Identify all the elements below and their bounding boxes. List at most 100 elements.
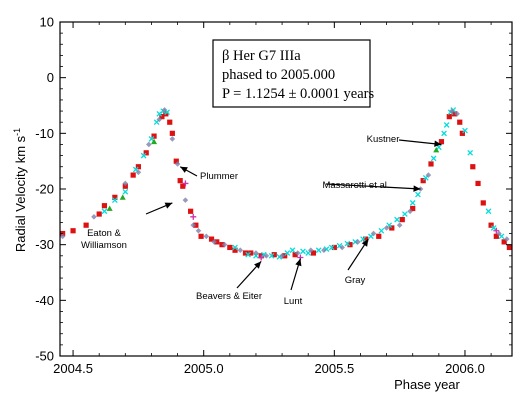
data-point-diamond — [182, 197, 189, 203]
annotation-gray: Gray — [345, 275, 366, 286]
data-point-diamond — [156, 116, 163, 123]
annotation-kustner: Kustner — [367, 134, 400, 145]
data-point-square — [470, 164, 476, 170]
data-point-cross — [430, 155, 437, 162]
annotation-beavers-eiter: Beavers & Eiter — [196, 291, 262, 302]
data-point-square — [446, 114, 452, 120]
data-point-square — [459, 130, 465, 136]
info-line-period: P = 1.1254 ± 0.0001 years — [222, 86, 374, 102]
data-point-cross — [415, 191, 421, 198]
data-point-square — [410, 205, 416, 212]
data-point-square — [331, 244, 337, 251]
data-point-square — [198, 233, 204, 239]
data-point-diamond — [169, 136, 176, 142]
data-point-diamond — [449, 108, 455, 114]
data-point-cross — [289, 247, 296, 254]
x-tick-label: 2004.5 — [53, 361, 93, 376]
annotation-arrow-head — [413, 185, 421, 192]
data-point-diamond — [425, 172, 432, 178]
data-point-square — [177, 178, 183, 184]
y-tick-label: -30 — [35, 237, 54, 252]
data-point-diamond — [91, 214, 97, 220]
data-point-diamond — [321, 247, 327, 254]
y-axis-title: Radial Velocity km s-1 — [12, 128, 28, 252]
data-point-cross — [394, 216, 400, 223]
data-point-square — [83, 222, 89, 228]
x-axis-ticks: 2004.5 2005.0 2005.5 2006.0 — [53, 22, 492, 376]
data-point-square — [428, 161, 434, 167]
data-point-cross — [156, 110, 163, 117]
y-tick-label: 0 — [47, 70, 54, 85]
data-point-square — [501, 239, 507, 245]
data-point-square — [376, 233, 382, 239]
data-point-square — [188, 208, 194, 214]
annotation-arrow-head — [434, 140, 442, 147]
data-point-square — [506, 244, 512, 251]
data-point-diamond — [294, 250, 301, 256]
data-point-plus — [190, 213, 197, 220]
y-tick-label: 10 — [40, 15, 54, 30]
data-point-cross — [284, 250, 291, 256]
data-point-square — [96, 211, 102, 217]
data-point-square — [169, 130, 175, 136]
data-point-square — [475, 180, 481, 187]
data-point-square — [180, 183, 186, 189]
data-point-diamond — [174, 161, 181, 167]
data-point-cross — [101, 208, 108, 215]
info-box — [212, 39, 371, 108]
data-point-square — [457, 119, 463, 125]
data-point-triangle — [151, 138, 158, 145]
data-point-diamond — [263, 253, 270, 259]
data-point-square — [70, 228, 76, 234]
data-point-square — [112, 194, 118, 200]
y-tick-label: -40 — [35, 293, 54, 308]
x-tick-label: 2006.0 — [445, 361, 485, 376]
data-point-diamond — [195, 227, 202, 234]
data-point-cross — [232, 244, 238, 251]
data-point-cross — [443, 122, 450, 128]
data-point-square — [208, 236, 215, 242]
data-point-square — [389, 225, 395, 231]
data-point-square — [292, 252, 298, 258]
info-line-star: β Her G7 IIIa — [222, 48, 301, 64]
y-tick-label: -10 — [35, 126, 54, 141]
annotation-lunt: Lunt — [284, 296, 303, 307]
annotation-arrow-head — [164, 202, 173, 209]
data-point-square — [227, 244, 233, 251]
data-point-cross — [402, 211, 408, 217]
data-point-cross — [140, 152, 147, 159]
info-line-epoch: phased to 2005.000 — [222, 67, 335, 83]
data-point-plus — [182, 180, 189, 187]
data-point-square — [420, 178, 426, 184]
annotation-arrow-head — [295, 258, 302, 267]
y-tick-label: -50 — [35, 349, 54, 364]
data-point-diamond — [407, 208, 413, 215]
data-point-square — [347, 242, 353, 248]
data-point-square — [363, 236, 369, 242]
data-point-diamond — [383, 225, 390, 231]
data-point-square — [101, 203, 108, 209]
data-point-square — [271, 252, 277, 258]
data-point-cross — [409, 200, 416, 206]
annotation-arrows — [145, 139, 442, 291]
data-point-square — [488, 222, 494, 228]
data-point-diamond — [190, 222, 197, 228]
data-point-square — [248, 250, 254, 256]
annotation-arrow-line — [398, 139, 442, 146]
data-point-square — [438, 139, 445, 145]
data-point-diamond — [211, 239, 217, 245]
data-point-square — [151, 133, 157, 139]
data-point-square — [159, 114, 165, 120]
x-tick-label: 2005.0 — [184, 361, 224, 376]
data-point-diamond — [253, 250, 259, 256]
data-point-triangle — [119, 194, 126, 200]
data-point-diamond — [221, 241, 228, 248]
data-point-diamond — [503, 236, 510, 242]
data-point-diamond — [135, 169, 142, 176]
data-point-cross — [112, 197, 118, 203]
annotation-arrow-head — [254, 261, 262, 269]
annotation-arrow-head — [180, 166, 188, 173]
annotation-plummer: Plummer — [200, 171, 238, 182]
data-point-cross — [148, 136, 155, 142]
